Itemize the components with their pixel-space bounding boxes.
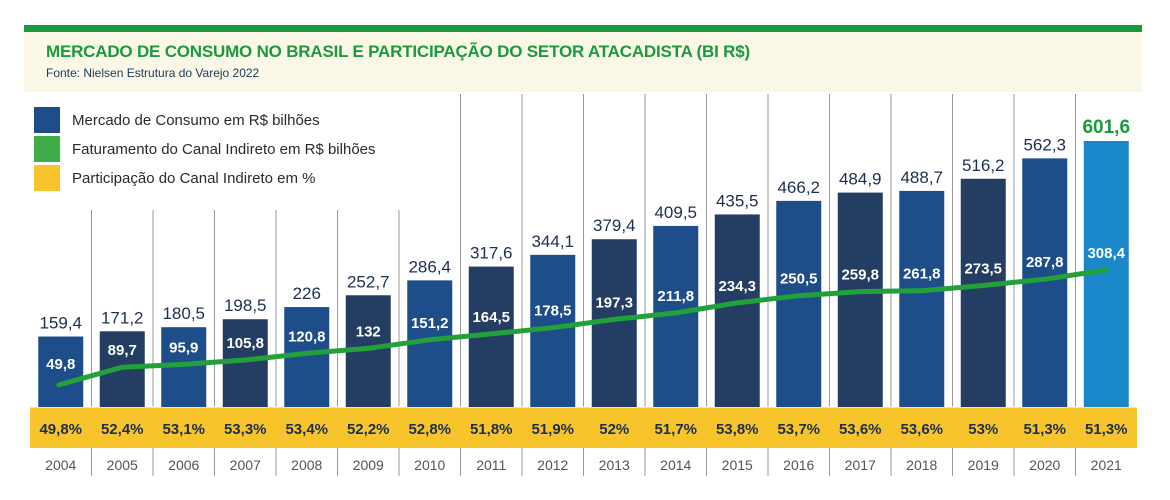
top-accent-bar xyxy=(24,25,1142,32)
bar-2004 xyxy=(38,336,84,407)
market-value-label: 484,9 xyxy=(839,170,882,189)
market-value-label: 286,4 xyxy=(408,257,451,276)
year-tick-label: 2011 xyxy=(476,457,506,473)
share-percent-label: 52,4% xyxy=(101,421,144,438)
market-value-label: 516,2 xyxy=(962,156,1005,175)
share-percent-label: 53,3% xyxy=(224,421,267,438)
bar-2017 xyxy=(837,192,883,407)
market-value-label: 171,2 xyxy=(101,308,144,327)
indirect-revenue-value-label: 178,5 xyxy=(534,303,572,320)
chart-header: MERCADO DE CONSUMO NO BRASIL E PARTICIPA… xyxy=(24,32,1142,92)
year-tick-label: 2014 xyxy=(660,457,691,473)
market-value-label: 562,3 xyxy=(1023,135,1066,154)
legend-item-indirect-share: Participação do Canal Indireto em % xyxy=(34,165,315,191)
indirect-revenue-value-label: 105,8 xyxy=(226,335,264,352)
year-tick-label: 2017 xyxy=(845,457,876,473)
year-tick-label: 2009 xyxy=(353,457,384,473)
year-tick-label: 2019 xyxy=(968,457,999,473)
year-tick-label: 2016 xyxy=(783,457,814,473)
chart-title: MERCADO DE CONSUMO NO BRASIL E PARTICIPA… xyxy=(46,42,750,61)
market-value-label: 435,5 xyxy=(716,191,759,210)
indirect-revenue-value-label: 308,4 xyxy=(1087,245,1125,262)
legend-label-indirect-revenue: Faturamento do Canal Indireto em R$ bilh… xyxy=(72,140,376,158)
indirect-revenue-value-label: 151,2 xyxy=(411,315,449,332)
indirect-revenue-value-label: 261,8 xyxy=(903,266,941,283)
indirect-revenue-value-label: 120,8 xyxy=(288,328,326,345)
market-value-label: 317,6 xyxy=(470,244,513,263)
market-value-label: 466,2 xyxy=(777,178,820,197)
share-percent-label: 53,4% xyxy=(285,421,328,438)
year-tick-label: 2021 xyxy=(1091,457,1122,473)
indirect-revenue-value-label: 95,9 xyxy=(169,339,198,356)
percentage-band xyxy=(30,407,1137,448)
share-percent-label: 53,8% xyxy=(716,421,759,438)
indirect-revenue-value-label: 197,3 xyxy=(595,294,633,311)
legend-swatch-indirect-share xyxy=(34,165,60,191)
bar-2016 xyxy=(776,200,822,407)
market-value-label: 252,7 xyxy=(347,272,390,291)
share-percent-label: 53,6% xyxy=(900,421,943,438)
year-tick-label: 2012 xyxy=(537,457,568,473)
market-value-label: 379,4 xyxy=(593,216,636,235)
indirect-revenue-value-label: 89,7 xyxy=(108,342,137,359)
indirect-revenue-value-label: 49,8 xyxy=(46,356,75,373)
market-value-label: 198,5 xyxy=(224,296,267,315)
year-tick-label: 2015 xyxy=(722,457,753,473)
indirect-revenue-value-label: 132 xyxy=(356,323,381,340)
share-percent-label: 52,2% xyxy=(347,421,390,438)
year-tick-label: 2013 xyxy=(599,457,630,473)
share-percent-label: 52% xyxy=(599,421,629,438)
market-value-label: 226 xyxy=(293,284,321,303)
year-tick-label: 2008 xyxy=(291,457,322,473)
share-percent-label: 51,3% xyxy=(1085,421,1128,438)
legend-swatch-market xyxy=(34,107,60,133)
year-tick-label: 2005 xyxy=(107,457,138,473)
legend-label-indirect-share: Participação do Canal Indireto em % xyxy=(72,169,316,187)
year-tick-label: 2006 xyxy=(168,457,199,473)
indirect-revenue-value-label: 250,5 xyxy=(780,271,818,288)
year-tick-label: 2004 xyxy=(45,457,76,473)
indirect-revenue-value-label: 273,5 xyxy=(964,261,1002,278)
legend-swatch-indirect-revenue xyxy=(34,136,60,162)
bar-2019 xyxy=(960,178,1006,407)
legend-item-indirect-revenue: Faturamento do Canal Indireto em R$ bilh… xyxy=(34,136,376,162)
share-percent-label: 52,8% xyxy=(408,421,451,438)
bar-2018 xyxy=(899,190,945,407)
indirect-revenue-value-label: 259,8 xyxy=(841,267,879,284)
share-percent-label: 51,8% xyxy=(470,421,513,438)
year-tick-label: 2018 xyxy=(906,457,937,473)
market-value-label: 601,6 xyxy=(1082,117,1130,138)
share-percent-label: 51,9% xyxy=(531,421,574,438)
market-value-label: 159,4 xyxy=(39,314,82,333)
market-value-label: 180,5 xyxy=(162,304,205,323)
indirect-revenue-value-label: 164,5 xyxy=(472,309,510,326)
bar-2015 xyxy=(714,214,760,407)
market-value-label: 344,1 xyxy=(531,232,574,251)
share-percent-label: 49,8% xyxy=(39,421,82,438)
year-tick-label: 2007 xyxy=(230,457,261,473)
indirect-revenue-value-label: 234,3 xyxy=(718,278,756,295)
market-value-label: 488,7 xyxy=(900,168,943,187)
indirect-revenue-line xyxy=(56,267,1109,388)
share-percent-label: 51,3% xyxy=(1023,421,1066,438)
legend-label-market: Mercado de Consumo em R$ bilhões xyxy=(72,111,320,129)
share-percent-label: 53,7% xyxy=(777,421,820,438)
share-percent-label: 51,7% xyxy=(654,421,697,438)
share-percent-label: 53,6% xyxy=(839,421,882,438)
chart-source: Fonte: Nielsen Estrutura do Varejo 2022 xyxy=(46,66,260,80)
year-tick-label: 2010 xyxy=(414,457,445,473)
year-tick-label: 2020 xyxy=(1029,457,1060,473)
legend-item-market: Mercado de Consumo em R$ bilhões xyxy=(34,107,320,133)
share-percent-label: 53% xyxy=(968,421,998,438)
market-value-label: 409,5 xyxy=(654,203,697,222)
indirect-revenue-value-label: 211,8 xyxy=(657,288,694,305)
indirect-revenue-value-label: 287,8 xyxy=(1026,254,1064,271)
share-percent-label: 53,1% xyxy=(162,421,205,438)
